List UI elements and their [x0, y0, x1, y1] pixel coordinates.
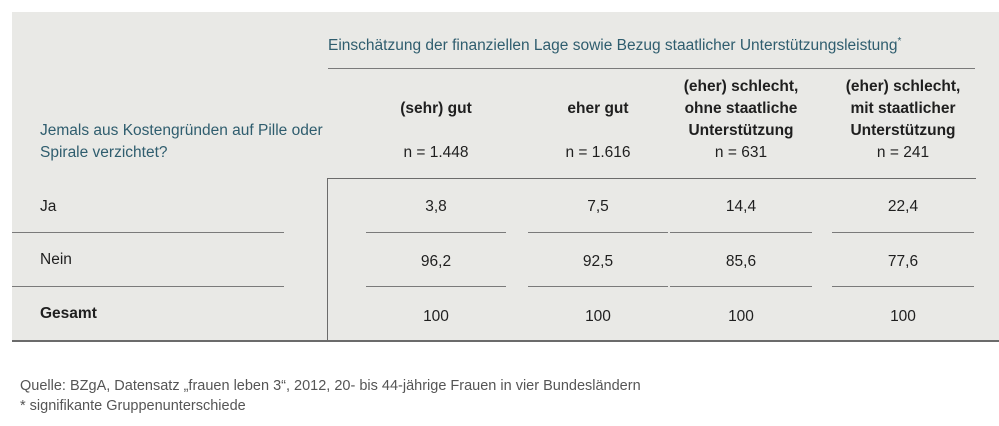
table-panel	[12, 12, 999, 340]
column-header-4: (eher) schlecht, mit staatlicher Unterst…	[845, 78, 961, 139]
cell-divider	[670, 232, 812, 233]
row-header-question: Jemals aus Kostengründen auf Pille oder …	[40, 122, 323, 161]
column-n-3: n = 631	[714, 144, 768, 161]
table-body-frame	[327, 178, 976, 341]
column-header-1: (sehr) gut	[400, 100, 472, 117]
column-header-3: (eher) schlecht, ohne staatliche Unterst…	[683, 78, 799, 139]
column-group-rule	[328, 68, 975, 69]
cell-divider	[528, 286, 668, 287]
source-note: Quelle: BZgA, Datensatz „frauen leben 3“…	[20, 376, 641, 416]
table-cell: 7,5	[587, 198, 609, 215]
row-label-gesamt: Gesamt	[40, 305, 97, 322]
table-cell: 100	[423, 308, 449, 325]
table-cell: 3,8	[425, 198, 447, 215]
column-n-2: n = 1.616	[565, 144, 631, 161]
column-header-2: eher gut	[567, 100, 629, 117]
row-label-nein: Nein	[40, 251, 72, 268]
cell-divider	[670, 286, 812, 287]
cell-divider	[832, 232, 974, 233]
row-divider	[12, 286, 284, 287]
table-cell: 100	[728, 308, 754, 325]
table-cell: 14,4	[725, 198, 757, 215]
row-divider	[12, 232, 284, 233]
table-cell: 96,2	[420, 253, 452, 270]
source-line: Quelle: BZgA, Datensatz „frauen leben 3“…	[20, 378, 641, 394]
table-cell: 22,4	[887, 198, 919, 215]
cell-divider	[366, 286, 506, 287]
cell-divider	[366, 232, 506, 233]
table-cell: 100	[585, 308, 611, 325]
table-cell: 85,6	[725, 253, 757, 270]
footnote-marker: *	[897, 36, 902, 47]
column-n-4: n = 241	[876, 144, 930, 161]
cell-divider	[832, 286, 974, 287]
row-label-ja: Ja	[40, 198, 57, 215]
footnote: * signifikante Gruppenunterschiede	[20, 398, 246, 414]
table-cell: 92,5	[582, 253, 614, 270]
column-group-title: Einschätzung der finanziellen Lage sowie…	[328, 36, 902, 55]
table-bottom-rule	[12, 340, 999, 342]
cell-divider	[528, 232, 668, 233]
table-cell: 77,6	[887, 253, 919, 270]
table-cell: 100	[890, 308, 916, 325]
column-n-1: n = 1.448	[403, 144, 469, 161]
